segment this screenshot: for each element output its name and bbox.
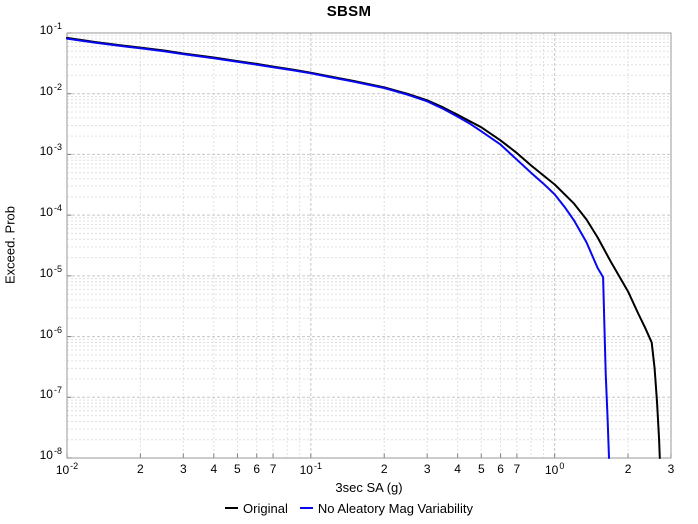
x-tick-label: 4 — [210, 462, 218, 476]
x-tick-label: 6 — [253, 462, 261, 476]
chart-title: SBSM — [326, 3, 372, 20]
y-tick-label: 10-2 — [39, 81, 62, 98]
x-tick-label: 2 — [137, 462, 144, 476]
legend-line-swatch-no-aleatory — [299, 507, 313, 509]
x-tick-label: 100 — [545, 461, 565, 477]
x-tick-label: 10-1 — [299, 461, 322, 477]
x-tick-label: 2 — [380, 462, 388, 476]
legend: Original No Aleatory Mag Variability — [0, 499, 698, 517]
x-tick-label: 3 — [179, 462, 187, 476]
y-tick-label: 10-4 — [39, 203, 62, 220]
plot-border — [66, 32, 672, 459]
y-tick-label: 10-1 — [39, 21, 62, 37]
legend-item-original: Original — [225, 501, 288, 516]
x-tick-label: 5 — [234, 462, 241, 476]
legend-item-no-aleatory: No Aleatory Mag Variability — [299, 500, 473, 516]
legend-line-swatch-original — [225, 507, 239, 509]
x-tick-label: 3 — [667, 462, 675, 476]
series-line-no-aleatory-mag-variability — [66, 37, 610, 459]
x-tick-label: 4 — [454, 462, 461, 476]
x-tick-label: 2 — [624, 462, 632, 476]
x-tick-label: 7 — [513, 462, 521, 476]
legend-label-no-aleatory: No Aleatory Mag Variability — [317, 500, 473, 516]
y-tick-label: 10-6 — [39, 324, 62, 341]
y-axis-title: Exceed. Prob — [2, 205, 18, 285]
x-tick-label: 6 — [497, 462, 504, 476]
x-tick-label: 10-2 — [55, 461, 79, 477]
x-tick-label: 5 — [477, 462, 485, 476]
y-tick-label: 10-3 — [39, 142, 62, 159]
x-tick-label: 7 — [269, 462, 277, 476]
x-axis-title: 3sec SA (g) — [335, 480, 403, 495]
legend-label-original: Original — [243, 500, 288, 516]
series-line-original — [66, 36, 661, 459]
y-tick-label: 10-5 — [39, 263, 62, 280]
y-tick-label: 10-7 — [39, 385, 62, 402]
x-tick-label: 3 — [423, 462, 431, 476]
y-tick-label: 10-8 — [39, 446, 62, 462]
